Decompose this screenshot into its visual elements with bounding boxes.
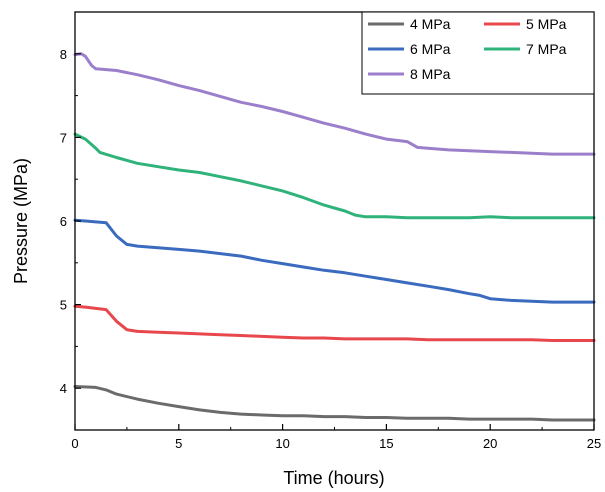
series-layer (73, 52, 596, 422)
series-line-7-mpa (73, 132, 596, 220)
x-tick-label: 25 (587, 436, 601, 451)
x-tick-label: 15 (379, 436, 393, 451)
series-line-8-mpa (73, 52, 596, 156)
legend-label: 8 MPa (410, 66, 451, 82)
legend-box (361, 11, 595, 95)
ticks-layer: 0 5 10 15 20 25 4 5 6 7 8 (60, 47, 601, 451)
x-axis-label: Time (hours) (283, 468, 384, 488)
series-line-4-mpa (73, 385, 596, 422)
x-tick-label: 20 (483, 436, 497, 451)
legend-label: 7 MPa (526, 41, 567, 57)
x-tick-label: 5 (175, 436, 182, 451)
series-line-5-mpa (73, 304, 596, 342)
y-tick-label: 4 (60, 381, 67, 396)
legend-label: 4 MPa (410, 16, 451, 32)
x-tick-label: 10 (275, 436, 289, 451)
y-tick-label: 8 (60, 47, 67, 62)
legend: 4 MPa 5 MPa 6 MPa 7 MPa 8 MPa (361, 11, 595, 95)
x-tick-label: 0 (71, 436, 78, 451)
y-tick-label: 6 (60, 214, 67, 229)
y-axis-label: Pressure (MPa) (11, 158, 31, 284)
y-tick-label: 5 (60, 298, 67, 313)
y-tick-label: 7 (60, 130, 67, 145)
legend-label: 5 MPa (526, 16, 567, 32)
series-line-6-mpa (73, 218, 596, 304)
legend-label: 6 MPa (410, 41, 451, 57)
